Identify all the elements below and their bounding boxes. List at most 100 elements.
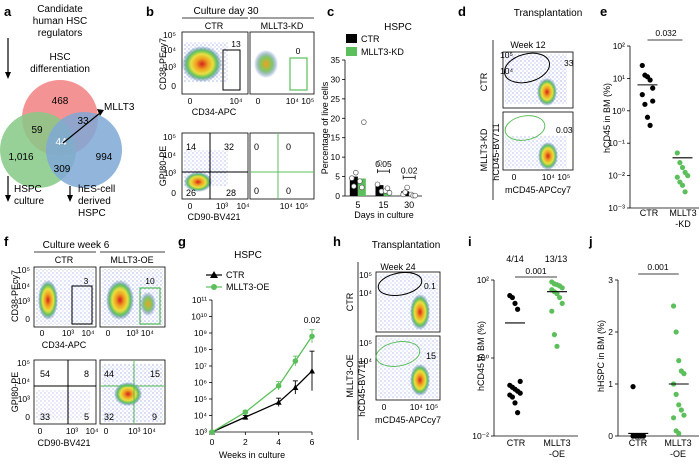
- b-bot-ylabel: GPI80-PE: [158, 146, 168, 187]
- h-oe-gate-value: 15: [426, 351, 436, 361]
- b-bot-ctr-q1: 14: [186, 142, 196, 152]
- f-top-xtick-oe: 10³ 10⁴: [126, 328, 154, 338]
- j-point: [676, 358, 682, 364]
- h-row-oe: MLLT3-OE: [345, 354, 355, 397]
- f-bot-xlabel: CD90-BV421: [37, 438, 90, 448]
- e-point: [647, 77, 653, 83]
- j-ytick-label: 3: [608, 275, 613, 285]
- i-plot-area: 10⁻² 10⁰ 10²: [472, 275, 578, 441]
- b-bot-kd-q4: 0: [286, 186, 291, 196]
- h-title: Transplantation: [372, 240, 441, 251]
- panel-b-label: b: [146, 4, 154, 19]
- panel-j: j 0.001 hHSPC in BM (%) 0 1 2 3 CTR MLLT3 -…: [588, 234, 699, 459]
- f-col-oe: MLLT3-OE: [110, 255, 153, 265]
- d-row-kd: MLLT3-KD: [479, 128, 489, 171]
- h-ylabel: hCD45-BV711: [357, 359, 367, 416]
- g-ytick-label: 10⁸: [194, 345, 207, 355]
- venn-309: 309: [54, 164, 71, 175]
- h-oe-density: [410, 364, 430, 396]
- e-cat1: CTR: [640, 208, 659, 218]
- g-point: [275, 383, 282, 389]
- i-frac-ctr: 4/14: [506, 254, 524, 264]
- a-hes-3: HSPC: [78, 208, 106, 219]
- c-ylabel: Percentage of live cells: [320, 81, 330, 174]
- g-plot-area: 10³ 10⁴ 10⁵ 10⁶ 10⁷ 10⁸ 10⁹ 10¹⁰ 10¹¹ 0 2 4 6 0.02: [191, 295, 320, 447]
- f-top-ctr-gate-value: 3: [84, 276, 89, 286]
- b-top-kd-frame: [249, 31, 315, 95]
- f-bot-xtick-0: 0: [38, 426, 43, 436]
- f-bot-oe-q3: 32: [104, 412, 114, 422]
- h-ytick-104: 10⁴: [359, 288, 372, 298]
- panel-i: i 4/14 13/13 0.001 hCD45 in BM (%) 10⁻²1…: [468, 234, 578, 459]
- h-ctr-gate-value: 0.1: [424, 281, 436, 291]
- e-point: [639, 92, 645, 98]
- b-bot-ctr-frame: [181, 132, 249, 200]
- c-point: [386, 190, 393, 196]
- f-top-oe-frame: [99, 266, 166, 328]
- e-cat2-1: MLLT3: [669, 208, 696, 218]
- c-ytick-label: 0: [335, 191, 340, 201]
- j-point: [676, 402, 682, 408]
- venn-33: 33: [77, 116, 89, 127]
- i-point: [517, 390, 523, 396]
- i-pvalue: 0.001: [525, 266, 547, 276]
- j-point: [678, 407, 684, 413]
- panel-b: b Culture day 30 CTR MLLT3-KD 13 0 CD38-…: [146, 4, 315, 222]
- b-col-kd: MLLT3-KD: [261, 21, 304, 31]
- g-xtick-label: 6: [310, 437, 315, 447]
- f-bot-ytick-0: 0: [25, 412, 30, 422]
- g-legend-oe: MLLT3-OE: [226, 282, 269, 292]
- c-point: [384, 185, 391, 191]
- j-ytick-label: 0: [608, 431, 613, 441]
- f-bot-xtick-oe: 10³ 10⁴: [128, 426, 156, 436]
- panel-a: a Candidate human HSC regulators HSC dif…: [0, 4, 135, 219]
- f-title: Culture week 6: [43, 240, 110, 251]
- c-annotation: 0.05: [375, 159, 392, 169]
- h-ytick-oe-104: 10⁴: [359, 356, 372, 366]
- panel-j-label: j: [588, 234, 593, 249]
- f-bot-ctr-dots: [36, 390, 90, 420]
- b-bot-ytick-105: 10⁵: [163, 132, 176, 142]
- b-bot-ctr-q3: 26: [186, 188, 196, 198]
- c-ytick-label: 35: [331, 55, 341, 65]
- f-bot-ctr-frame: [33, 359, 97, 425]
- c-point: [357, 178, 363, 184]
- panel-f-label: f: [4, 234, 9, 249]
- d-xtick-0: 0: [512, 172, 517, 182]
- panel-f: f Culture week 6 CTR MLLT3-OE 3 10 CD38-…: [4, 234, 166, 448]
- c-point: [404, 184, 410, 191]
- b-title: Culture day 30: [193, 6, 258, 17]
- e-point: [674, 174, 680, 180]
- g-ytick-label: 10⁶: [194, 378, 207, 388]
- i-cat2-2: -OE: [549, 449, 565, 459]
- a-hspc-culture-1: HSPC: [14, 184, 42, 195]
- a-arrowhead-top: [5, 72, 11, 79]
- j-cat2-2: -OE: [670, 449, 686, 459]
- i-ytick-label: 10²: [477, 275, 489, 285]
- c-title: HSPC: [384, 22, 412, 33]
- panel-d-label: d: [458, 4, 466, 19]
- c-xtick-label: 30: [404, 200, 414, 210]
- c-xtick-label: 15: [378, 200, 388, 210]
- f-top-ytick-105: 10⁵: [17, 265, 30, 275]
- b-bot-kd-frame: [249, 132, 315, 200]
- j-point: [673, 329, 679, 335]
- j-point: [676, 430, 682, 436]
- b-top-kd-gate: [289, 57, 308, 91]
- e-point: [685, 173, 691, 179]
- d-kd-density: [538, 142, 558, 170]
- f-bot-ytick-105: 10⁵: [17, 358, 30, 368]
- b-top-xtick-104: 10⁴: [229, 96, 242, 106]
- i-point: [559, 300, 565, 306]
- i-point: [509, 394, 515, 400]
- f-bot-ctr-q2: 8: [84, 369, 89, 379]
- d-ctr-gate-value: 33: [564, 58, 574, 68]
- c-ytick-label: 30: [331, 74, 341, 84]
- i-ylabel: hCD45 in BM (%): [476, 321, 486, 391]
- e-point: [679, 182, 686, 188]
- g-annotation: 0.02: [304, 315, 321, 325]
- venn-468: 468: [52, 96, 69, 107]
- b-top-ctr-gate-value: 13: [231, 39, 241, 49]
- f-top-oe-density-2: [140, 292, 156, 316]
- d-row-ctr: CTR: [479, 72, 489, 91]
